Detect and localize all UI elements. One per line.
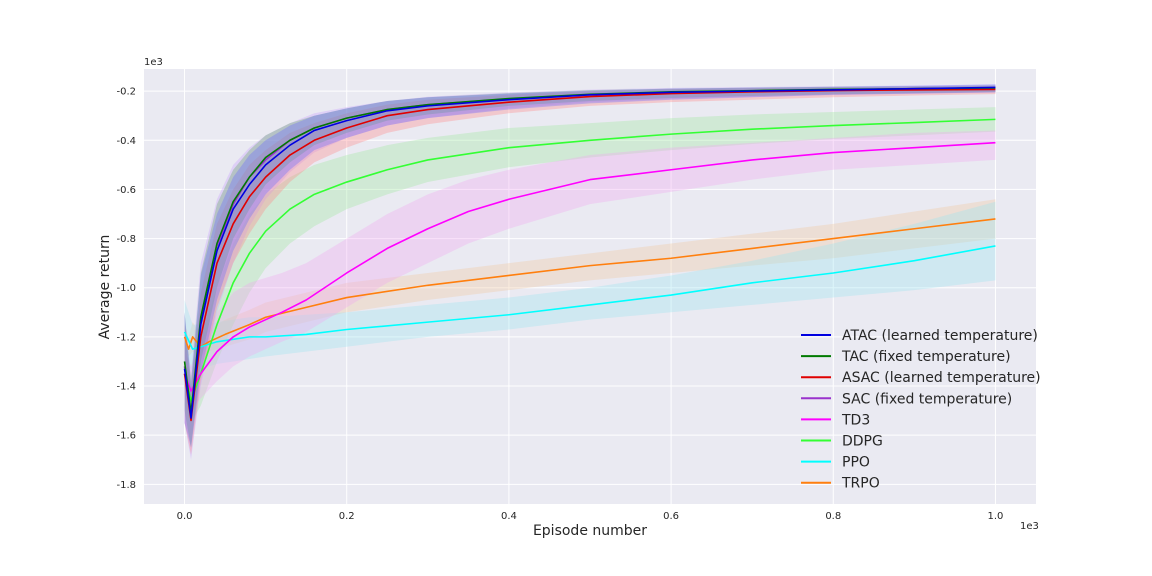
- legend-label-tac-fixed-temperature: TAC (fixed temperature): [841, 349, 1011, 365]
- x-tick-label: 0.8: [825, 511, 841, 522]
- x-tick-label: 0.4: [501, 511, 517, 522]
- legend: ATAC (learned temperature) TAC (fixed tem…: [801, 328, 1041, 492]
- y-tick-label: -1.2: [116, 332, 136, 343]
- trpo-band: [184, 199, 996, 357]
- y-tick-label: -0.2: [116, 87, 136, 98]
- x-axis-ticks: 0.0 0.2 0.4 0.6 0.8 1.0: [177, 511, 1004, 522]
- plot-area: [144, 69, 1036, 504]
- y-tick-label: -1.6: [116, 431, 136, 442]
- x-tick-label: 0.6: [663, 511, 679, 522]
- confidence-bands: [184, 84, 996, 460]
- x-tick-label: 0.0: [177, 511, 193, 522]
- ddpg-line: [183, 118, 996, 402]
- y-axis-ticks: -0.2 -0.4 -0.6 -0.8 -1.0 -1.2 -1.4 -1.6 -1.8: [116, 87, 136, 491]
- y-tick-label: -0.4: [116, 136, 136, 147]
- y-tick-label: -1.0: [116, 283, 136, 294]
- td3-line: [183, 141, 996, 392]
- x-tick-label: 1.0: [988, 511, 1004, 522]
- y-tick-label: -1.4: [116, 382, 136, 393]
- series-lines: [183, 86, 996, 422]
- atac-learned-temperature-line: [183, 86, 996, 419]
- x-axis-label: Episode number: [533, 523, 647, 539]
- legend-label-td3: TD3: [841, 412, 870, 428]
- y-axis-label: Average return: [97, 235, 113, 340]
- legend-label-atac-learned-temperature: ATAC (learned temperature): [842, 328, 1038, 344]
- td3-band: [184, 130, 996, 411]
- ppo-band: [184, 201, 996, 372]
- y-tick-label: -0.8: [116, 234, 136, 245]
- y-axis-multiplier: 1e3: [144, 57, 163, 68]
- y-tick-label: -0.6: [116, 185, 136, 196]
- legend-label-sac-fixed-temperature: SAC (fixed temperature): [842, 391, 1012, 407]
- x-axis-multiplier: 1e3: [1020, 521, 1039, 532]
- ddpg-band: [184, 107, 996, 423]
- x-tick-label: 0.2: [339, 511, 355, 522]
- legend-label-trpo: TRPO: [841, 476, 880, 492]
- legend-label-asac-learned-temperature: ASAC (learned temperature): [842, 370, 1041, 386]
- legend-label-ppo: PPO: [842, 455, 870, 471]
- legend-label-ddpg: DDPG: [842, 434, 883, 450]
- y-tick-label: -1.8: [116, 480, 136, 491]
